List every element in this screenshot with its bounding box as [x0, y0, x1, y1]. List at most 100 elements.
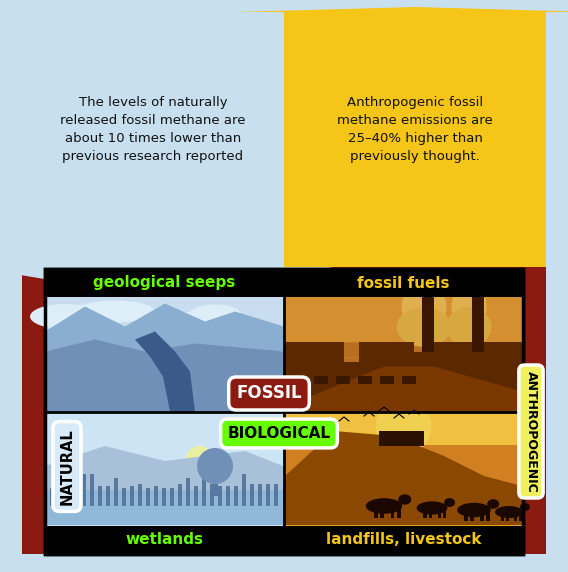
FancyBboxPatch shape: [258, 484, 262, 506]
FancyBboxPatch shape: [45, 411, 284, 526]
FancyBboxPatch shape: [45, 411, 284, 526]
FancyBboxPatch shape: [284, 313, 523, 327]
FancyBboxPatch shape: [422, 281, 434, 352]
Text: The levels of naturally
released fossil methane are
about 10 times lower than
pr: The levels of naturally released fossil …: [60, 96, 246, 163]
Ellipse shape: [452, 282, 487, 332]
FancyBboxPatch shape: [154, 478, 158, 506]
Text: ANTHROPOGENIC: ANTHROPOGENIC: [524, 371, 537, 492]
Ellipse shape: [444, 498, 455, 507]
FancyBboxPatch shape: [242, 486, 246, 506]
FancyBboxPatch shape: [284, 298, 523, 312]
Polygon shape: [135, 332, 195, 411]
Ellipse shape: [396, 307, 452, 347]
FancyBboxPatch shape: [514, 513, 517, 521]
Circle shape: [185, 446, 215, 476]
FancyBboxPatch shape: [284, 343, 523, 357]
FancyBboxPatch shape: [284, 297, 523, 411]
FancyBboxPatch shape: [114, 474, 118, 506]
FancyBboxPatch shape: [358, 375, 372, 383]
Ellipse shape: [520, 503, 530, 511]
FancyBboxPatch shape: [374, 507, 378, 518]
Ellipse shape: [30, 304, 100, 329]
FancyBboxPatch shape: [74, 478, 78, 506]
FancyBboxPatch shape: [45, 269, 523, 554]
FancyBboxPatch shape: [519, 513, 522, 521]
FancyBboxPatch shape: [194, 484, 198, 506]
FancyBboxPatch shape: [178, 474, 182, 506]
FancyBboxPatch shape: [50, 478, 54, 506]
FancyBboxPatch shape: [501, 513, 504, 521]
Text: landfills, livestock: landfills, livestock: [326, 533, 481, 547]
FancyBboxPatch shape: [423, 509, 427, 518]
FancyBboxPatch shape: [284, 328, 523, 342]
FancyBboxPatch shape: [336, 375, 350, 383]
FancyBboxPatch shape: [98, 478, 102, 506]
FancyBboxPatch shape: [284, 297, 522, 341]
Ellipse shape: [402, 282, 446, 332]
Text: NATURAL: NATURAL: [60, 428, 74, 505]
Text: Anthropogenic fossil
methane emissions are
25–40% higher than
previously thought: Anthropogenic fossil methane emissions a…: [337, 96, 493, 163]
Ellipse shape: [190, 304, 240, 323]
FancyBboxPatch shape: [106, 484, 110, 506]
FancyBboxPatch shape: [234, 486, 238, 506]
FancyBboxPatch shape: [66, 474, 70, 506]
Ellipse shape: [446, 307, 491, 347]
Polygon shape: [285, 431, 522, 525]
FancyBboxPatch shape: [250, 488, 254, 506]
FancyBboxPatch shape: [472, 281, 484, 352]
FancyBboxPatch shape: [45, 269, 523, 297]
FancyBboxPatch shape: [90, 484, 94, 506]
FancyBboxPatch shape: [45, 490, 284, 525]
Polygon shape: [45, 340, 284, 411]
FancyBboxPatch shape: [45, 297, 284, 352]
Polygon shape: [45, 446, 283, 525]
FancyBboxPatch shape: [170, 486, 174, 506]
FancyBboxPatch shape: [138, 488, 142, 506]
FancyBboxPatch shape: [486, 511, 490, 521]
Polygon shape: [45, 304, 284, 352]
Text: geological seeps: geological seeps: [93, 276, 236, 291]
Ellipse shape: [398, 494, 411, 505]
FancyBboxPatch shape: [202, 478, 206, 506]
FancyBboxPatch shape: [146, 478, 150, 506]
FancyBboxPatch shape: [402, 375, 416, 383]
Text: fossil fuels: fossil fuels: [357, 276, 450, 291]
Circle shape: [197, 448, 233, 484]
FancyBboxPatch shape: [210, 486, 214, 506]
FancyBboxPatch shape: [437, 509, 441, 518]
FancyBboxPatch shape: [397, 507, 401, 518]
FancyBboxPatch shape: [45, 297, 284, 411]
FancyBboxPatch shape: [218, 474, 222, 506]
Ellipse shape: [165, 312, 225, 332]
FancyBboxPatch shape: [429, 509, 432, 518]
Ellipse shape: [75, 300, 155, 323]
FancyBboxPatch shape: [162, 474, 166, 506]
FancyBboxPatch shape: [274, 486, 278, 506]
FancyBboxPatch shape: [314, 375, 328, 383]
Ellipse shape: [416, 502, 448, 515]
FancyBboxPatch shape: [443, 509, 446, 518]
Text: FOSSIL: FOSSIL: [236, 384, 302, 403]
FancyBboxPatch shape: [506, 513, 509, 521]
FancyBboxPatch shape: [480, 511, 483, 521]
FancyBboxPatch shape: [284, 373, 523, 387]
Polygon shape: [379, 431, 424, 446]
Polygon shape: [0, 12, 334, 297]
FancyBboxPatch shape: [58, 484, 62, 506]
Ellipse shape: [487, 499, 499, 509]
Ellipse shape: [366, 498, 402, 514]
FancyBboxPatch shape: [22, 12, 546, 554]
FancyBboxPatch shape: [284, 411, 523, 446]
Circle shape: [375, 399, 432, 455]
FancyBboxPatch shape: [284, 358, 523, 372]
Ellipse shape: [495, 506, 523, 518]
Polygon shape: [236, 7, 568, 267]
FancyBboxPatch shape: [284, 445, 523, 525]
FancyBboxPatch shape: [212, 466, 218, 496]
Polygon shape: [285, 341, 522, 411]
FancyBboxPatch shape: [391, 507, 394, 518]
Text: wetlands: wetlands: [126, 533, 203, 547]
FancyBboxPatch shape: [380, 375, 394, 383]
FancyBboxPatch shape: [284, 388, 523, 402]
FancyBboxPatch shape: [284, 411, 523, 526]
